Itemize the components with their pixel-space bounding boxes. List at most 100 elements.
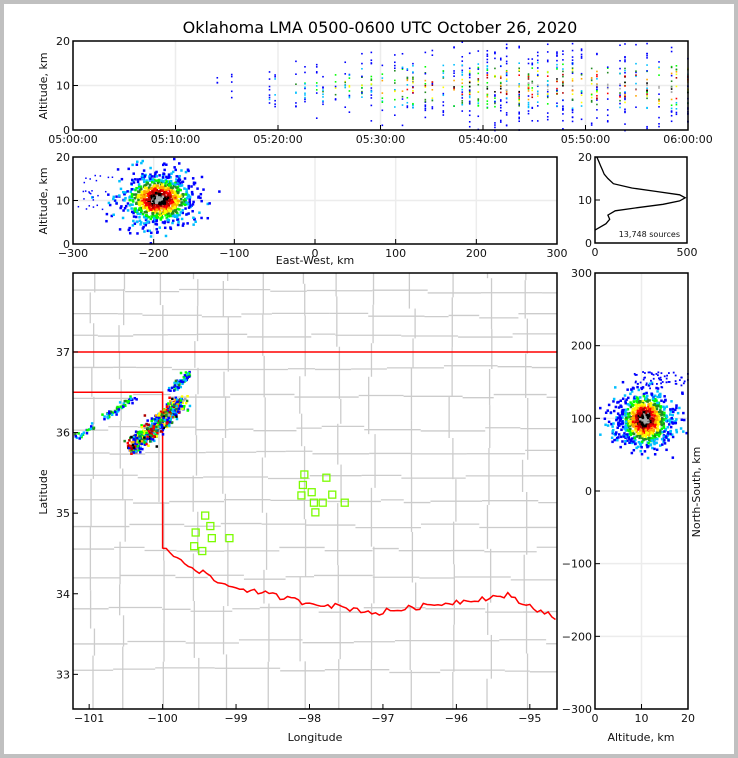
source-mark [177, 195, 180, 198]
source-mark [580, 53, 583, 56]
source-mark [635, 82, 637, 85]
source-mark [518, 111, 520, 114]
source-mark [171, 221, 174, 225]
x-tick-label: 0 [592, 246, 599, 259]
source-mark [499, 58, 502, 61]
source-mark [671, 410, 675, 414]
x-tick-label: 300 [547, 247, 568, 260]
source-mark [657, 410, 661, 414]
source-mark [624, 414, 627, 417]
source-mark [637, 440, 641, 444]
source-mark [659, 376, 662, 379]
source-mark [442, 104, 445, 107]
source-mark [562, 107, 564, 110]
source-mark [536, 105, 539, 107]
map-xlabel: Longitude [288, 731, 343, 744]
source-mark [361, 86, 363, 89]
source-mark [181, 224, 185, 227]
source-mark [461, 110, 464, 112]
x-tick-label: 05:40:00 [458, 133, 507, 146]
source-mark [596, 86, 598, 89]
source-mark [153, 174, 157, 178]
source-mark [169, 400, 172, 403]
source-mark [617, 406, 621, 409]
source-mark [652, 429, 656, 432]
source-mark [154, 199, 158, 202]
source-mark [486, 107, 489, 109]
source-mark [650, 379, 652, 382]
source-mark [90, 196, 94, 199]
source-mark [124, 399, 128, 403]
source-mark [274, 105, 276, 108]
source-mark [171, 416, 174, 419]
source-mark [165, 403, 169, 406]
source-mark [183, 177, 187, 180]
source-mark [126, 401, 130, 404]
source-mark [670, 114, 673, 117]
source-mark [611, 428, 615, 432]
source-mark [171, 214, 175, 218]
source-mark [161, 176, 165, 179]
source-mark [499, 57, 502, 60]
source-mark [152, 417, 155, 421]
source-mark [494, 122, 496, 124]
source-mark [652, 441, 656, 444]
source-mark [135, 186, 138, 190]
source-mark [639, 408, 643, 412]
source-mark [158, 211, 162, 214]
source-mark [623, 432, 626, 435]
source-mark [571, 85, 574, 87]
source-mark [628, 422, 632, 426]
source-mark [606, 67, 609, 69]
source-mark [527, 62, 530, 65]
source-mark [136, 211, 139, 214]
source-mark [315, 66, 318, 68]
source-mark [322, 96, 324, 98]
source-mark [155, 208, 159, 212]
source-mark [164, 186, 168, 189]
source-mark [527, 95, 530, 97]
source-mark [546, 71, 549, 73]
source-mark [630, 390, 634, 393]
source-mark [80, 433, 84, 436]
source-mark [619, 99, 621, 102]
source-mark [144, 430, 148, 433]
source-mark [626, 433, 629, 436]
source-mark [644, 435, 647, 439]
source-mark [412, 91, 414, 94]
source-mark [580, 57, 583, 59]
source-mark [139, 211, 143, 214]
source-mark [135, 193, 138, 196]
source-mark [304, 96, 306, 99]
source-mark [322, 100, 324, 102]
source-mark [531, 80, 534, 83]
source-mark [468, 92, 471, 94]
source-mark [624, 91, 626, 93]
source-mark [556, 63, 558, 66]
source-mark [657, 377, 660, 380]
source-mark [656, 433, 659, 436]
source-mark [161, 216, 164, 219]
source-mark [646, 125, 648, 128]
source-mark [334, 85, 337, 88]
source-mark [132, 211, 135, 215]
source-mark [107, 411, 111, 415]
source-mark [177, 220, 180, 224]
source-mark [155, 201, 159, 205]
source-mark [129, 397, 133, 400]
source-mark [143, 190, 147, 194]
source-mark [669, 420, 672, 424]
source-mark [562, 105, 564, 108]
source-mark [186, 409, 190, 412]
source-mark [268, 102, 271, 104]
x-tick-label: 100 [385, 247, 406, 260]
source-mark [167, 204, 171, 207]
source-mark [665, 405, 669, 408]
source-mark [616, 438, 619, 442]
source-mark [173, 194, 176, 198]
source-mark [664, 399, 667, 402]
source-mark [183, 187, 186, 190]
source-mark [136, 445, 140, 448]
source-mark [180, 395, 184, 398]
source-mark [675, 430, 679, 434]
